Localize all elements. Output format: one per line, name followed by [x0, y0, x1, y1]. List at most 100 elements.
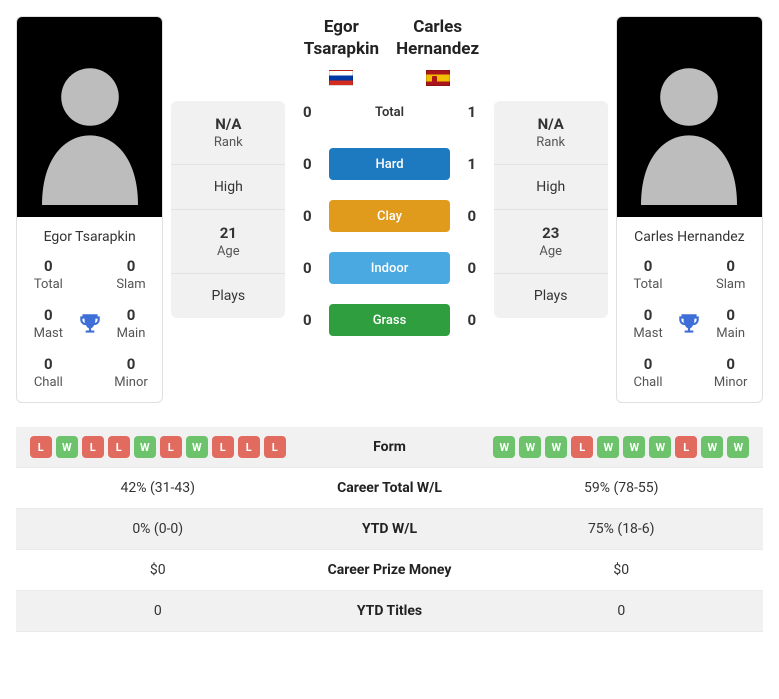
titles-minor-right: 0 Minor	[705, 355, 756, 390]
form-chip[interactable]: L	[30, 436, 52, 458]
titles-total-left: 0 Total	[23, 257, 74, 292]
form-chip[interactable]: W	[56, 436, 78, 458]
player-card-right: Carles Hernandez 0 Total 0 Slam 0 Mast 0…	[616, 16, 763, 403]
h2h-left: 0	[293, 259, 321, 277]
form-chip[interactable]: L	[108, 436, 130, 458]
titles-total-right: 0 Total	[623, 257, 674, 292]
titles-slam-left: 0 Slam	[106, 257, 157, 292]
stats-row-form: LWLLWLWLLL Form WWWLWWWLWW	[16, 427, 763, 468]
h2h-right: 0	[458, 259, 486, 277]
form-chip[interactable]: W	[623, 436, 645, 458]
h2h-surface: Total	[329, 96, 449, 128]
flag-left	[329, 70, 353, 86]
name-right: Carles Hernandez	[390, 16, 486, 86]
stats-table: LWLLWLWLLL Form WWWLWWWLWW 42% (31-43) C…	[16, 427, 763, 632]
form-chip[interactable]: L	[212, 436, 234, 458]
career-prize-right: $0	[480, 562, 764, 578]
form-chip[interactable]: L	[264, 436, 286, 458]
plays-right: Plays	[494, 274, 608, 318]
stats-label-career-prize: Career Prize Money	[300, 562, 480, 578]
h2h-right: 0	[458, 311, 486, 329]
h2h-row: 0 Indoor 0	[293, 252, 485, 284]
form-chips-left: LWLLWLWLLL	[16, 436, 300, 458]
stats-row-ytd-wl: 0% (0-0) YTD W/L 75% (18-6)	[16, 509, 763, 550]
h2h-surface: Hard	[329, 148, 449, 180]
h2h-rows: 0 Total 1 0 Hard 1 0 Clay 0 0 Indoor 0 0 Grass 0	[293, 96, 485, 336]
titles-main-right: 0 Main	[705, 306, 756, 341]
stats-label-form: Form	[300, 439, 480, 455]
player-name-right: Carles Hernandez	[617, 217, 762, 257]
stats-row-career-wl: 42% (31-43) Career Total W/L 59% (78-55)	[16, 468, 763, 509]
titles-slam-right: 0 Slam	[705, 257, 756, 292]
form-chip[interactable]: W	[649, 436, 671, 458]
titles-grid-right: 0 Total 0 Slam 0 Mast 0 Main 0 Chall	[617, 257, 762, 402]
form-chip[interactable]: W	[545, 436, 567, 458]
h2h-center: Egor Tsarapkin Carles Hernandez 0Total10…	[293, 16, 485, 403]
h2h-left: 0	[293, 207, 321, 225]
h2h-right: 1	[458, 155, 486, 173]
stats-label-ytd-wl: YTD W/L	[300, 521, 480, 537]
form-chip[interactable]: L	[160, 436, 182, 458]
h2h-row: 0 Hard 1	[293, 148, 485, 180]
h2h-row: 0 Total 1	[293, 96, 485, 128]
rank-left: N/A Rank	[171, 101, 285, 165]
form-chip[interactable]: W	[701, 436, 723, 458]
stats-label-ytd-titles: YTD Titles	[300, 603, 480, 619]
ytd-wl-left: 0% (0-0)	[16, 521, 300, 537]
name-left: Egor Tsarapkin	[293, 16, 389, 86]
titles-grid-left: 0 Total 0 Slam 0 Mast 0 Main 0 Chall	[17, 257, 162, 402]
titles-mast-right: 0 Mast	[623, 306, 674, 341]
info-card-right: N/A Rank High 23 Age Plays	[494, 101, 608, 318]
career-wl-right: 59% (78-55)	[480, 480, 764, 496]
names-row: Egor Tsarapkin Carles Hernandez	[293, 16, 485, 86]
h2h-surface: Clay	[329, 200, 449, 232]
titles-mast-left: 0 Mast	[23, 306, 74, 341]
form-chip[interactable]: L	[238, 436, 260, 458]
ytd-titles-left: 0	[16, 603, 300, 619]
top-area: Egor Tsarapkin 0 Total 0 Slam 0 Mast 0 M…	[16, 16, 763, 403]
ytd-titles-right: 0	[480, 603, 764, 619]
player-name-left: Egor Tsarapkin	[17, 217, 162, 257]
form-chip[interactable]: L	[675, 436, 697, 458]
titles-main-left: 0 Main	[106, 306, 157, 341]
player-silhouette-left	[17, 17, 162, 217]
form-chips-right: WWWLWWWLWW	[480, 436, 764, 458]
player-card-left: Egor Tsarapkin 0 Total 0 Slam 0 Mast 0 M…	[16, 16, 163, 403]
form-chip[interactable]: L	[82, 436, 104, 458]
h2h-row: 0 Grass 0	[293, 304, 485, 336]
h2h-right: 0	[458, 207, 486, 225]
titles-chall-right: 0 Chall	[623, 355, 674, 390]
h2h-surface: Grass	[329, 304, 449, 336]
plays-left: Plays	[171, 274, 285, 318]
titles-minor-left: 0 Minor	[106, 355, 157, 390]
h2h-right: 1	[458, 103, 486, 121]
titles-chall-left: 0 Chall	[23, 355, 74, 390]
career-wl-left: 42% (31-43)	[16, 480, 300, 496]
form-chip[interactable]: L	[571, 436, 593, 458]
flag-right	[426, 70, 450, 86]
ytd-wl-right: 75% (18-6)	[480, 521, 764, 537]
form-chip[interactable]: W	[493, 436, 515, 458]
h2h-row: 0 Clay 0	[293, 200, 485, 232]
trophy-icon	[74, 311, 106, 337]
trophy-icon	[673, 311, 705, 337]
form-chip[interactable]: W	[186, 436, 208, 458]
form-chip[interactable]: W	[134, 436, 156, 458]
form-chip[interactable]: W	[727, 436, 749, 458]
stats-row-career-prize: $0 Career Prize Money $0	[16, 550, 763, 591]
h2h-left: 0	[293, 103, 321, 121]
form-chip[interactable]: W	[597, 436, 619, 458]
player-silhouette-right	[617, 17, 762, 217]
form-chip[interactable]: W	[519, 436, 541, 458]
age-right: 23 Age	[494, 210, 608, 274]
high-right: High	[494, 165, 608, 210]
rank-right: N/A Rank	[494, 101, 608, 165]
career-prize-left: $0	[16, 562, 300, 578]
h2h-left: 0	[293, 311, 321, 329]
age-left: 21 Age	[171, 210, 285, 274]
stats-label-career-wl: Career Total W/L	[300, 480, 480, 496]
info-card-left: N/A Rank High 21 Age Plays	[171, 101, 285, 318]
stats-row-ytd-titles: 0 YTD Titles 0	[16, 591, 763, 632]
h2h-surface: Indoor	[329, 252, 449, 284]
h2h-left: 0	[293, 155, 321, 173]
